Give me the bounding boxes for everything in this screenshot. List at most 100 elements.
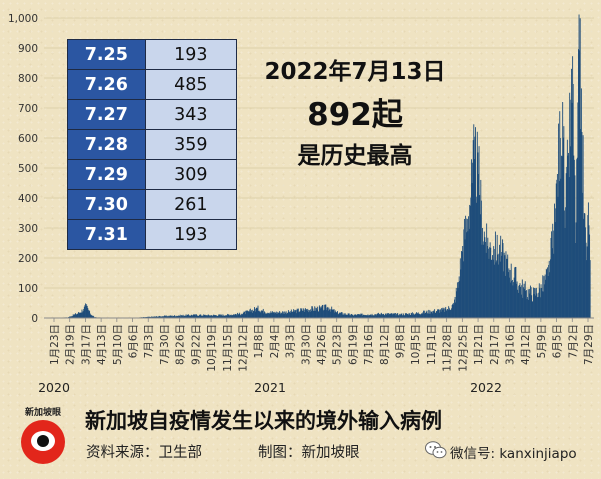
bar xyxy=(304,308,306,318)
bar xyxy=(472,162,474,318)
bar xyxy=(365,314,367,318)
bar xyxy=(528,299,530,318)
bar xyxy=(540,284,542,318)
bar xyxy=(426,310,428,318)
bar xyxy=(300,308,302,318)
bar xyxy=(549,272,551,318)
bar xyxy=(389,313,391,318)
bar xyxy=(535,287,537,318)
bar xyxy=(328,307,330,318)
bar xyxy=(583,218,585,318)
bar xyxy=(200,315,202,318)
bar xyxy=(447,310,449,318)
bar xyxy=(352,314,354,318)
bar xyxy=(554,222,556,318)
bar xyxy=(377,313,379,318)
bar xyxy=(463,229,465,318)
bar xyxy=(355,314,357,318)
bar xyxy=(486,246,488,318)
bar xyxy=(459,258,461,318)
bar xyxy=(556,179,558,318)
bar xyxy=(477,152,479,318)
x-tick-label: 5月10日 xyxy=(112,324,124,365)
bar xyxy=(182,314,184,318)
x-tick-label: 11月1日 xyxy=(426,324,438,365)
bar xyxy=(213,314,215,318)
bar xyxy=(476,131,478,318)
bar xyxy=(149,316,151,318)
bar xyxy=(450,309,452,318)
bar xyxy=(455,302,457,318)
bar xyxy=(168,316,169,318)
bar xyxy=(218,314,220,318)
bar xyxy=(511,279,513,318)
bar xyxy=(409,314,411,318)
x-tick-label: 7月2日 xyxy=(567,324,579,358)
bar xyxy=(391,313,393,318)
bar xyxy=(480,179,482,318)
bar xyxy=(335,312,337,318)
bar xyxy=(487,248,489,318)
x-tick-label: 11月15日 xyxy=(222,324,234,372)
y-tick-label: 100 xyxy=(18,283,38,295)
bar xyxy=(206,316,208,318)
bar xyxy=(324,304,326,318)
bar xyxy=(532,287,534,318)
bar xyxy=(483,244,485,318)
bar xyxy=(424,310,426,318)
bar xyxy=(77,313,79,318)
bar xyxy=(304,309,306,318)
bar xyxy=(361,313,363,318)
bar xyxy=(394,313,396,318)
bar xyxy=(172,316,174,318)
bar xyxy=(318,305,320,318)
bar xyxy=(186,316,188,318)
bar xyxy=(410,312,412,318)
bar xyxy=(382,314,384,318)
bar xyxy=(179,315,181,318)
bar xyxy=(157,316,159,318)
bar xyxy=(229,315,231,318)
bar xyxy=(425,312,427,318)
bar xyxy=(282,311,284,318)
bar xyxy=(301,308,303,318)
bar xyxy=(271,312,272,318)
bar xyxy=(190,315,192,318)
bar xyxy=(167,315,169,318)
x-tick-label: 7月30日 xyxy=(159,324,171,365)
bar xyxy=(510,263,512,318)
bar xyxy=(347,313,349,318)
bar xyxy=(83,306,85,318)
x-tick-label: 7月29日 xyxy=(583,324,595,365)
year-labels: 2020 2021 2022 xyxy=(38,380,502,395)
bar xyxy=(252,310,254,318)
bar xyxy=(468,216,469,318)
bar xyxy=(207,314,209,318)
bar xyxy=(241,313,243,318)
bar xyxy=(490,247,492,318)
bar xyxy=(280,312,282,318)
bar xyxy=(542,275,544,318)
bar xyxy=(286,312,288,318)
bar xyxy=(220,314,222,318)
bar xyxy=(258,311,260,318)
x-tick-label: 1月21日 xyxy=(473,324,485,365)
bar xyxy=(353,315,355,318)
bar xyxy=(187,314,189,318)
bar xyxy=(401,315,403,318)
bar xyxy=(548,264,550,318)
bar xyxy=(276,311,278,318)
bar xyxy=(553,253,555,318)
bar xyxy=(161,316,162,318)
bar xyxy=(343,313,345,318)
bar xyxy=(242,313,244,318)
bar xyxy=(225,315,227,318)
bar xyxy=(558,123,560,318)
bar xyxy=(394,313,396,318)
bar xyxy=(579,50,581,319)
bar xyxy=(344,313,346,318)
bar xyxy=(283,313,285,318)
table-value-cell: 261 xyxy=(144,189,238,220)
bar xyxy=(269,313,271,318)
bar xyxy=(396,314,398,318)
